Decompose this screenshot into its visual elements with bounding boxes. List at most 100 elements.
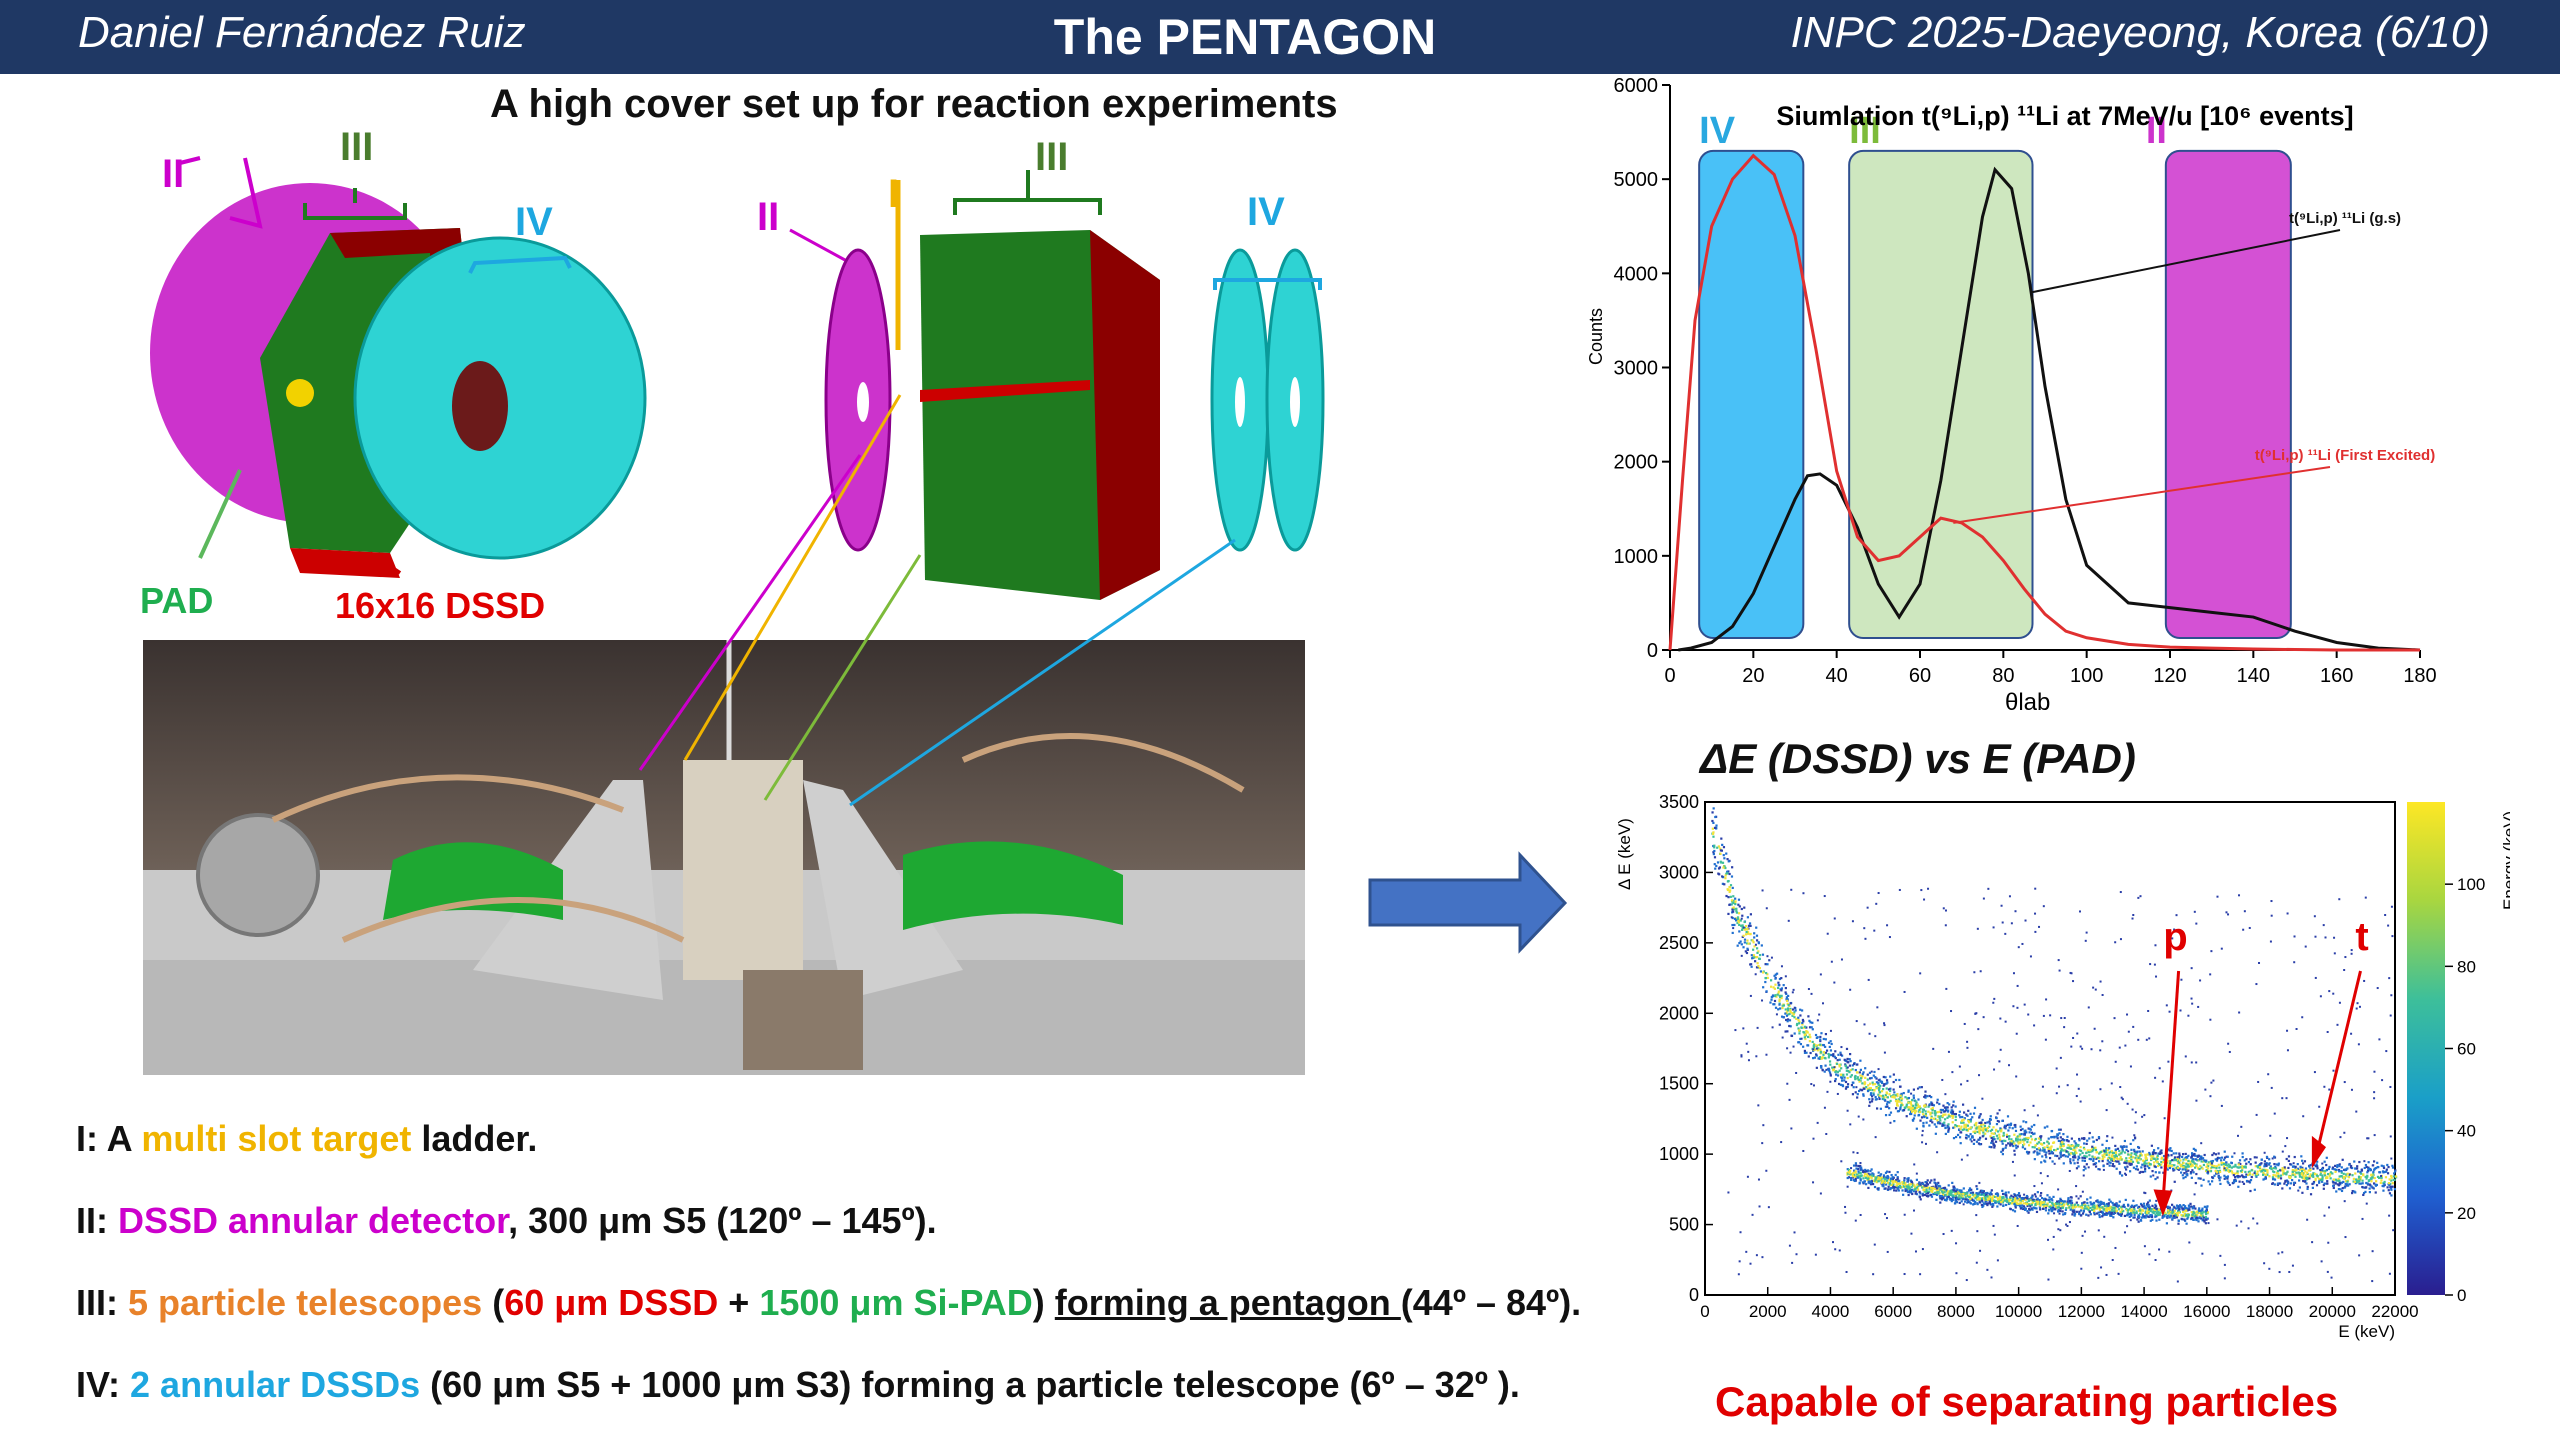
data-point: [1954, 1112, 1958, 1116]
data-point: [2114, 1151, 2118, 1154]
data-point: [1838, 1063, 1841, 1067]
data-point: [2255, 1172, 2259, 1175]
data-point: [2292, 1181, 2296, 1185]
data-point: [2135, 1211, 2138, 1215]
data-point: [2031, 1146, 2034, 1149]
data-point: [1881, 1094, 1885, 1097]
data-point: [1877, 1171, 1880, 1174]
data-point: [1882, 1185, 1885, 1188]
data-point: [2393, 1170, 2397, 1173]
data-point: [1740, 917, 1743, 920]
data-point: [2155, 975, 2158, 978]
data-point: [1788, 1024, 1791, 1028]
data-point: [1920, 1086, 1923, 1089]
data-point: [1731, 886, 1734, 890]
data-point: [2040, 1182, 2043, 1185]
data-point: [2335, 1190, 2338, 1193]
data-point: [2041, 1143, 2044, 1146]
data-point: [2207, 1164, 2210, 1168]
data-point: [1921, 1192, 1924, 1195]
data-point: [1851, 1064, 1854, 1067]
x-tick-label: 18000: [2246, 1302, 2293, 1321]
data-point: [1846, 1076, 1849, 1080]
data-point: [2133, 1152, 2136, 1156]
data-point: [2199, 1164, 2202, 1168]
data-point: [2030, 1197, 2033, 1200]
data-point: [2303, 1172, 2306, 1175]
data-point: [1993, 1144, 1996, 1147]
data-point: [2196, 1155, 2199, 1158]
data-point: [2210, 1081, 2213, 1084]
data-point: [2010, 1140, 2013, 1143]
data-point: [1944, 1113, 1947, 1116]
x-tick-label: 60: [1909, 665, 1931, 687]
data-point: [2226, 1155, 2229, 1158]
data-point: [2142, 1202, 2146, 1205]
data-point: [2018, 1194, 2021, 1197]
data-point: [1713, 849, 1716, 853]
data-point: [1909, 1102, 1913, 1105]
data-point: [2207, 1180, 2210, 1183]
data-point: [1900, 1097, 1903, 1100]
data-point: [1711, 832, 1715, 835]
data-point: [1747, 1050, 1750, 1053]
data-point: [2147, 1208, 2151, 1211]
data-point: [2103, 1235, 2106, 1238]
data-point: [1941, 1193, 1945, 1196]
data-point: [2195, 1164, 2198, 1167]
data-point: [2005, 1199, 2008, 1203]
data-point: [2060, 1144, 2063, 1147]
data-point: [2384, 914, 2387, 917]
data-point: [1747, 932, 1750, 935]
data-point: [2009, 1123, 2012, 1126]
data-point: [2281, 1187, 2284, 1190]
data-point: [1826, 1090, 1829, 1093]
data-point: [2158, 1218, 2161, 1221]
data-point: [1820, 1066, 1823, 1069]
data-point: [2382, 1165, 2385, 1168]
data-point: [1996, 1112, 1999, 1115]
data-point: [2144, 1155, 2147, 1158]
data-point: [1834, 1057, 1837, 1060]
data-point: [1875, 1180, 1878, 1183]
data-point: [2334, 1178, 2337, 1181]
data-point: [2058, 1132, 2061, 1135]
data-point: [1811, 1040, 1814, 1044]
data-point: [2157, 1208, 2160, 1211]
data-point: [1940, 1190, 1944, 1193]
data-point: [2000, 1129, 2003, 1132]
data-point: [2340, 1170, 2343, 1173]
data-point: [1753, 956, 1756, 959]
data-point: [2143, 1114, 2146, 1117]
data-point: [1745, 930, 1748, 934]
data-point: [1991, 1205, 1994, 1208]
data-point: [2179, 1009, 2182, 1012]
data-point: [1814, 1253, 1817, 1256]
data-point: [2318, 1177, 2321, 1181]
data-point: [1978, 1074, 1981, 1077]
data-point: [2035, 1148, 2039, 1151]
data-point: [1826, 932, 1829, 935]
data-point: [2338, 1164, 2341, 1168]
data-point: [1774, 994, 1777, 998]
data-point: [1988, 1195, 1991, 1198]
data-point: [1867, 1180, 1870, 1183]
data-point: [2367, 1137, 2370, 1140]
data-point: [1896, 1092, 1899, 1096]
data-point: [1997, 1200, 2001, 1203]
data-point: [2072, 1148, 2075, 1151]
y-tick-label: 3000: [1614, 358, 1659, 380]
data-point: [2130, 1209, 2133, 1213]
data-point: [2392, 1172, 2396, 1175]
data-point: [1942, 1233, 1945, 1236]
data-point: [2125, 1209, 2129, 1212]
data-point: [2148, 1164, 2151, 1167]
data-point: [1998, 1109, 2001, 1112]
data-point: [2110, 1210, 2113, 1213]
data-point: [1877, 1180, 1880, 1183]
data-point: [1793, 1032, 1796, 1035]
data-point: [2379, 1181, 2382, 1185]
data-point: [2182, 1162, 2185, 1165]
data-point: [2100, 1201, 2103, 1204]
data-point: [1897, 1109, 1900, 1113]
